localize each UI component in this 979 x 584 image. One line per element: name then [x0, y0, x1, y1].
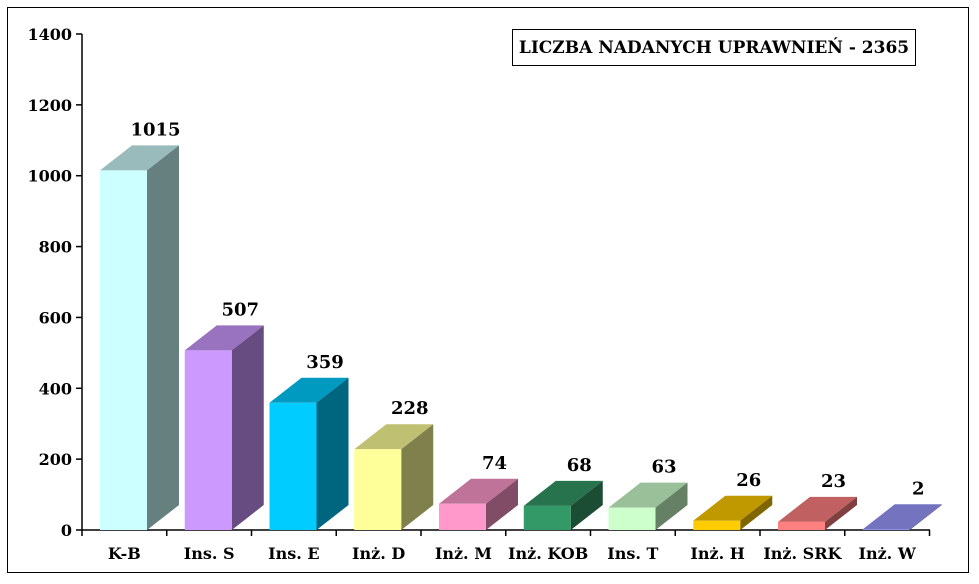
x-tick-label: Ins. E — [268, 544, 319, 563]
data-label: 63 — [651, 457, 676, 478]
x-tick-label: Inż. KOB — [508, 544, 588, 563]
bar — [269, 377, 349, 530]
data-label: 74 — [482, 453, 507, 474]
y-tick-label: 1000 — [27, 167, 72, 186]
bar — [184, 325, 264, 530]
data-label: 1015 — [130, 119, 180, 140]
bar-top — [778, 496, 857, 522]
x-tick-label: Inż. W — [858, 544, 916, 563]
chart-title-text: LICZBA NADANYCH UPRAWNIEŃ - 2365 — [518, 37, 910, 58]
bar-side — [401, 424, 434, 530]
x-tick-label: Ins. T — [607, 544, 658, 563]
bar-front — [354, 449, 402, 530]
bar — [354, 424, 434, 530]
bar-front — [693, 520, 741, 530]
bar — [862, 504, 942, 530]
bar — [608, 482, 688, 530]
x-tick-label: Inż. H — [690, 544, 744, 563]
y-tick-label: 400 — [39, 379, 72, 398]
y-tick-label: 1200 — [27, 96, 72, 115]
data-label: 228 — [391, 398, 429, 419]
data-label: 68 — [567, 455, 592, 476]
bar-side — [825, 496, 857, 530]
bar-top — [354, 424, 434, 450]
data-label: 507 — [221, 299, 259, 320]
x-tick-label: Inż. D — [352, 544, 405, 563]
bar-top — [184, 325, 264, 351]
bar-top — [693, 495, 773, 521]
bar-side — [486, 478, 518, 530]
bar-top — [100, 145, 179, 171]
data-label: 26 — [736, 470, 761, 491]
bar-side — [909, 504, 942, 530]
y-tick-label: 1400 — [27, 25, 72, 44]
bar — [100, 145, 179, 530]
data-label: 2 — [912, 478, 925, 499]
bar-top — [862, 504, 942, 530]
y-tick-label: 0 — [61, 521, 72, 540]
bar-top — [608, 482, 688, 508]
bar-top — [269, 377, 349, 403]
bar-top — [439, 478, 518, 504]
bar-side — [147, 145, 179, 530]
x-tick-label: Inż. M — [435, 544, 492, 563]
bar-side — [655, 482, 688, 530]
x-tick-label: Inż. SRK — [763, 544, 842, 563]
bar-front — [608, 507, 656, 530]
y-tick-label: 800 — [39, 238, 72, 257]
bar — [523, 480, 603, 530]
chart-title: LICZBA NADANYCH UPRAWNIEŃ - 2365 — [512, 29, 916, 66]
bar-side — [316, 377, 349, 530]
bar-front — [269, 402, 317, 530]
bar-front — [439, 503, 486, 530]
data-label: 23 — [821, 471, 846, 492]
x-tick-label: K-B — [108, 544, 141, 563]
bar-front — [862, 529, 910, 530]
bar-front — [778, 521, 825, 530]
bar — [693, 495, 773, 530]
bar-side — [570, 480, 603, 530]
bar-front — [184, 350, 232, 530]
y-tick-label: 600 — [39, 308, 72, 327]
bar-side — [740, 495, 773, 530]
bar-top — [523, 480, 603, 506]
bar-side — [231, 325, 264, 530]
bar — [439, 478, 518, 530]
bar-front — [523, 505, 571, 530]
data-label: 359 — [306, 352, 344, 373]
bar-front — [100, 170, 147, 530]
bar — [778, 496, 857, 530]
y-tick-label: 200 — [39, 450, 72, 469]
x-tick-label: Ins. S — [184, 544, 235, 563]
